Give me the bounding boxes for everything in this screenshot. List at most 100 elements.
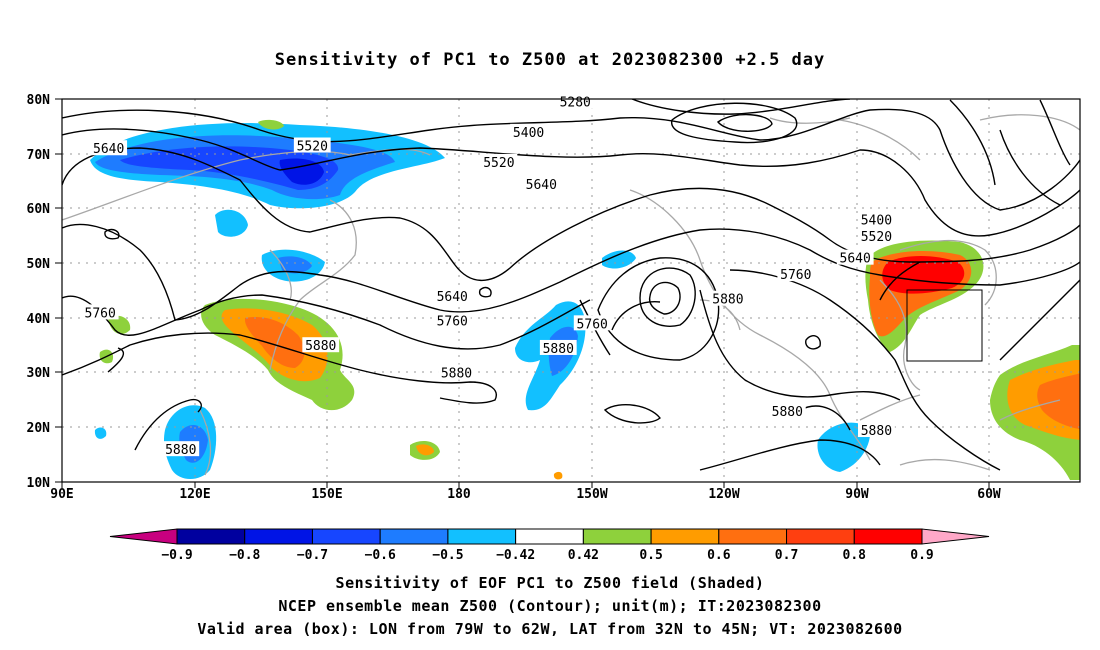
- contour-labels: 5280 5400 5400 5520 5520 5520 5640 5640 5640 5640…: [81, 93, 895, 458]
- map-title: Sensitivity of PC1 to Z500 at 2023082300…: [274, 50, 826, 70]
- contour-label: 5400: [861, 213, 892, 228]
- colorbar-swatch: [311, 528, 381, 545]
- contour-label-bg: [539, 339, 577, 355]
- colorbar: −0.9 −0.8 −0.7 −0.6 −0.5 −0.42 0.42 0.5 0.6 0.7 0.…: [109, 528, 990, 563]
- contour-5880-asia: [62, 332, 497, 404]
- contour-label-bg: [81, 304, 119, 320]
- caption-line-1: Sensitivity of EOF PC1 to Z500 field (Sh…: [335, 574, 765, 592]
- colorbar-label: −0.7: [297, 548, 328, 563]
- contour-label: 5880: [543, 342, 574, 357]
- lat-label: 10N: [27, 476, 51, 491]
- shade-pos-small4-core: [416, 444, 434, 456]
- colorbar-swatch: [515, 528, 584, 545]
- contour-low-pacific: [639, 267, 696, 327]
- graticule: [62, 99, 1080, 482]
- contour-label-bg: [162, 441, 200, 457]
- lon-label: 120W: [708, 487, 739, 502]
- contour-label-bg: [90, 140, 128, 156]
- contour-label-bg: [438, 364, 475, 380]
- shade-neg-small3: [94, 427, 107, 439]
- contour-label-bg: [556, 93, 594, 109]
- lon-label: 150E: [311, 487, 342, 502]
- lon-label: 90E: [50, 487, 73, 502]
- contour-label: 5520: [861, 230, 892, 245]
- colorbar-swatch: [786, 528, 855, 545]
- colorbar-swatch: [244, 528, 313, 545]
- contour-5400: [62, 108, 1080, 211]
- contour-5880-atlantic: [729, 269, 1001, 471]
- colorbar-label: −0.9: [161, 548, 192, 563]
- lat-label: 20N: [27, 421, 51, 436]
- contour-label-bg: [302, 337, 340, 353]
- colorbar-label: 0.8: [843, 548, 867, 563]
- colorbar-label: 0.5: [639, 548, 662, 563]
- map-frame: [61, 98, 1081, 483]
- contour-label: 5880: [165, 443, 196, 458]
- colorbar-end-low: [109, 528, 178, 545]
- colorbar-swatch: [650, 528, 720, 545]
- colorbar-label: 0.7: [775, 548, 798, 563]
- contour-label-bg: [858, 227, 895, 243]
- lat-label: 30N: [27, 366, 51, 381]
- colorbar-label: −0.5: [432, 548, 463, 563]
- shade-neg-small2: [602, 250, 636, 269]
- contour-label-bg: [433, 287, 471, 303]
- contour-label-bg: [768, 402, 806, 418]
- shade-pos-east-asia-inner: [244, 316, 305, 368]
- shade-pos-small3: [258, 119, 284, 130]
- lat-ticks: [55, 98, 990, 488]
- contour-label: 5640: [437, 290, 468, 305]
- contour-label: 5880: [712, 293, 743, 308]
- lon-label: 90W: [845, 487, 869, 502]
- contour-label-bg: [573, 315, 611, 331]
- contour-5640-north: [62, 147, 1080, 282]
- contour-label-bg: [777, 266, 815, 282]
- caption-line-3: Valid area (box): LON from 79W to 62W, L…: [197, 620, 903, 638]
- contour-5520: [62, 128, 1080, 237]
- contour-label-bg: [858, 211, 895, 227]
- contour-label: 5760: [437, 315, 468, 330]
- contour-label: 5760: [85, 306, 116, 321]
- contour-label: 5880: [772, 405, 803, 420]
- lat-label: 60N: [27, 202, 51, 217]
- colorbar-label: −0.8: [229, 548, 260, 563]
- contour-label-bg: [433, 312, 471, 328]
- lat-label: 50N: [27, 257, 51, 272]
- contour-label-bg: [836, 249, 874, 265]
- contour-label: 5880: [861, 424, 892, 439]
- contour-label: 5880: [305, 339, 336, 354]
- contour-label: 5760: [780, 268, 811, 283]
- shade-neg-north-pacific-inner: [120, 146, 339, 190]
- colorbar-swatch: [582, 528, 652, 545]
- shade-pos-atlantic-core: [882, 256, 965, 294]
- contour-label: 5280: [560, 96, 591, 111]
- valid-area-box: [906, 289, 983, 362]
- shade-pos-small1: [108, 315, 131, 334]
- lon-label: 120E: [179, 487, 210, 502]
- colorbar-swatch: [853, 528, 923, 545]
- colorbar-label: −0.42: [496, 548, 535, 563]
- shade-pos-small5: [553, 471, 563, 480]
- contour-label: 5520: [297, 140, 328, 155]
- contour-label: 5880: [441, 367, 472, 382]
- z500-contours: [62, 99, 1080, 471]
- colorbar-label: 0.6: [707, 548, 731, 563]
- contour-5280: [671, 102, 798, 144]
- lon-label: 180: [447, 487, 471, 502]
- colorbar-swatch: [447, 528, 517, 545]
- colorbar-label: 0.42: [568, 548, 599, 563]
- lon-axis: 90E 120E 150E 180 150W 120W 90W 60W: [50, 487, 1001, 502]
- contour-label: 5520: [483, 156, 514, 171]
- sensitivity-shading: [90, 119, 1080, 480]
- contour-label: 5400: [513, 126, 544, 141]
- lat-axis: 80N 70N 60N 50N 40N 30N 20N 10N: [27, 93, 51, 491]
- contour-label-bg: [480, 153, 518, 169]
- contour-label: 5640: [93, 142, 124, 157]
- colorbar-swatch: [379, 528, 449, 545]
- shade-pos-east-atlantic-inner: [1037, 373, 1080, 430]
- colorbar-swatch: [176, 528, 246, 545]
- shade-neg-japan-sea-core: [278, 256, 312, 274]
- contour-label: 5640: [526, 178, 557, 193]
- lat-label: 80N: [27, 93, 51, 108]
- colorbar-swatch: [718, 528, 788, 545]
